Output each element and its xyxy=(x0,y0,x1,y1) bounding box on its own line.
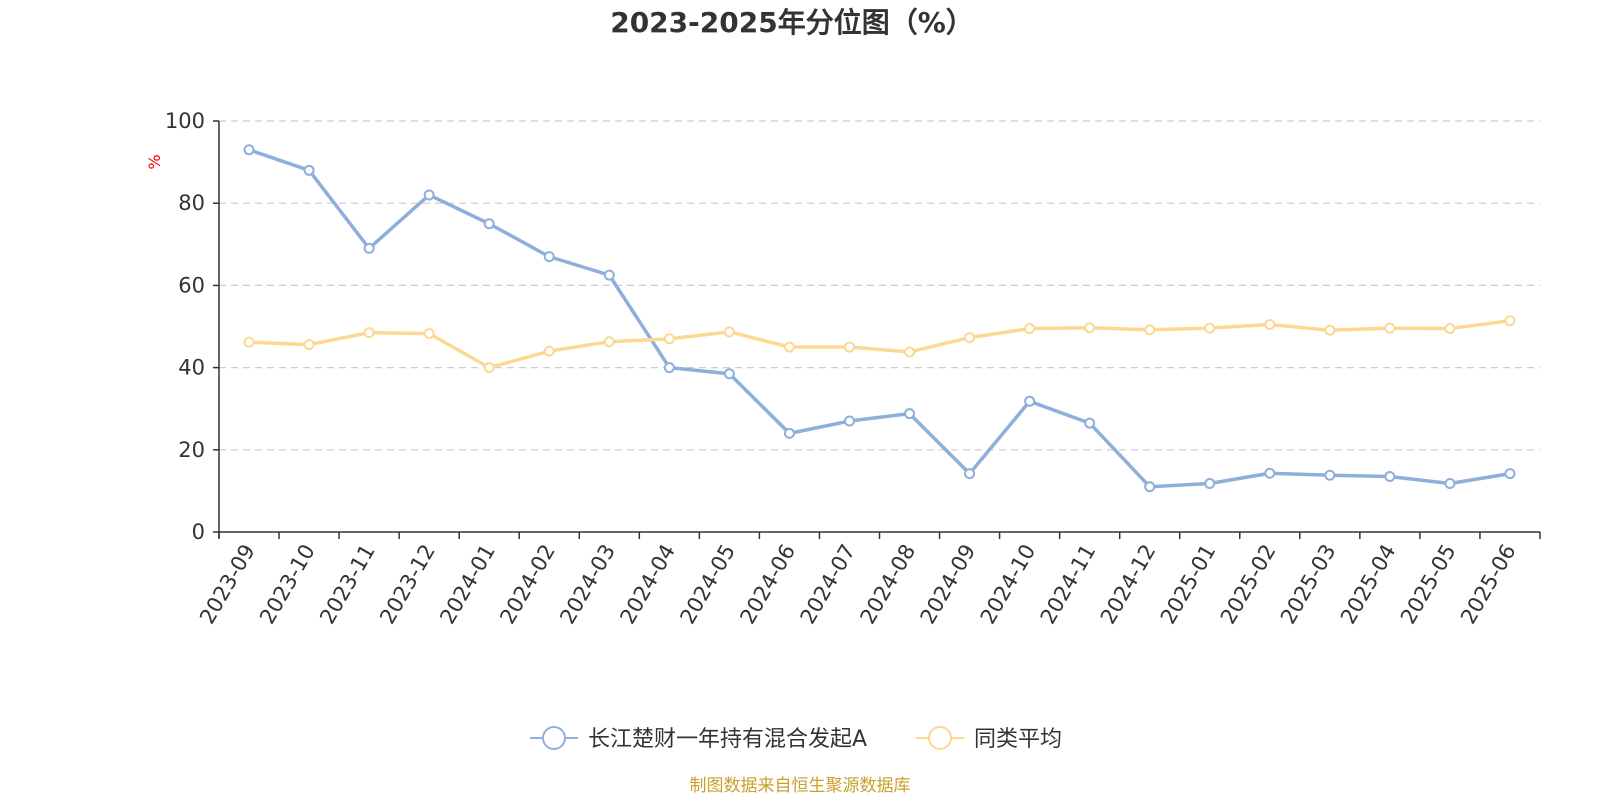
x-tick-label: 2025-05 xyxy=(1396,540,1461,628)
data-point-b xyxy=(363,327,375,339)
data-point-b xyxy=(1024,323,1036,335)
x-tick-label: 2025-06 xyxy=(1456,540,1521,628)
x-tick-label: 2023-11 xyxy=(315,540,380,628)
x-tick-label: 2024-01 xyxy=(435,540,500,628)
data-source-note: 制图数据来自恒生聚源数据库 xyxy=(690,776,911,796)
data-point-b xyxy=(543,345,555,357)
chart-title: 2023-2025年分位图（%） xyxy=(610,6,974,39)
data-point-a xyxy=(663,362,675,374)
x-tick-label: 2025-04 xyxy=(1336,540,1401,628)
y-tick-label: 20 xyxy=(178,438,205,462)
data-point-a xyxy=(1264,467,1276,479)
data-point-b xyxy=(783,341,795,353)
data-point-b xyxy=(663,333,675,345)
data-point-a xyxy=(783,427,795,439)
x-tick-label: 2024-02 xyxy=(495,540,560,628)
legend-swatch-marker xyxy=(542,726,566,750)
data-point-a xyxy=(843,415,855,427)
y-tick-label: 100 xyxy=(165,109,205,133)
data-point-a xyxy=(483,218,495,230)
data-point-b xyxy=(303,339,315,351)
data-point-b xyxy=(243,336,255,348)
x-tick-label: 2025-02 xyxy=(1216,540,1281,628)
data-point-a xyxy=(363,242,375,254)
data-point-a xyxy=(1444,478,1456,490)
data-point-b xyxy=(483,362,495,374)
x-tick-label: 2024-08 xyxy=(856,540,921,628)
data-point-a xyxy=(1384,471,1396,483)
x-tick-label: 2024-10 xyxy=(976,540,1041,628)
data-point-b xyxy=(964,332,976,344)
data-point-b xyxy=(843,341,855,353)
y-tick-label: 60 xyxy=(178,273,205,297)
data-point-b xyxy=(1144,324,1156,336)
x-tick-label: 2024-11 xyxy=(1036,540,1101,628)
x-tick-label: 2023-12 xyxy=(375,540,440,628)
legend-swatch-marker xyxy=(928,726,952,750)
legend-label-series-b: 同类平均 xyxy=(974,727,1062,752)
data-point-a xyxy=(303,164,315,176)
data-point-b xyxy=(1084,322,1096,334)
x-tick-label: 2024-09 xyxy=(916,540,981,628)
legend-label-series-a: 长江楚财一年持有混合发起A xyxy=(588,727,867,752)
data-point-a xyxy=(1024,395,1036,407)
data-point-a xyxy=(423,189,435,201)
data-point-a xyxy=(1084,417,1096,429)
legend-item-series-b[interactable]: 同类平均 xyxy=(916,726,1062,752)
data-point-a xyxy=(243,144,255,156)
axes: 0 20 40 60 80 100 2023-092023-102023-112023-12… xyxy=(165,109,1541,628)
legend: 长江楚财一年持有混合发起A 同类平均 xyxy=(530,726,1062,752)
data-point-a xyxy=(1324,469,1336,481)
data-point-b xyxy=(904,346,916,358)
grid-lines xyxy=(219,120,1540,451)
data-point-a xyxy=(964,468,976,480)
data-point-b xyxy=(1384,322,1396,334)
y-tick-label: 0 xyxy=(192,520,205,544)
data-point-a xyxy=(603,269,615,281)
series-line-b xyxy=(248,319,1511,370)
series-line-a xyxy=(248,148,1511,489)
x-tick-label: 2023-10 xyxy=(255,540,320,628)
legend-item-series-a[interactable]: 长江楚财一年持有混合发起A xyxy=(530,726,867,752)
data-point-a xyxy=(1204,478,1216,490)
data-point-a xyxy=(543,251,555,263)
y-axis-unit-label: % xyxy=(145,154,164,169)
x-tick-label: 2024-03 xyxy=(555,540,620,628)
data-point-a xyxy=(1144,481,1156,493)
data-point-b xyxy=(603,336,615,348)
data-point-b xyxy=(1264,318,1276,330)
x-tick-label: 2024-05 xyxy=(675,540,740,628)
y-tick-label: 80 xyxy=(178,191,205,215)
x-tick-label: 2023-09 xyxy=(195,540,260,628)
x-tick-label: 2024-07 xyxy=(796,540,861,628)
data-point-b xyxy=(1444,323,1456,335)
data-point-b xyxy=(423,327,435,339)
x-tick-label: 2025-03 xyxy=(1276,540,1341,628)
data-point-a xyxy=(1504,468,1516,480)
data-point-a xyxy=(904,408,916,420)
y-tick-label: 40 xyxy=(178,356,205,380)
data-point-a xyxy=(723,368,735,380)
x-tick-label: 2024-06 xyxy=(735,540,800,628)
series-layer xyxy=(243,144,1516,493)
data-point-b xyxy=(1204,322,1216,334)
x-tick-label: 2024-12 xyxy=(1096,540,1161,628)
data-point-b xyxy=(1324,324,1336,336)
x-tick-label: 2024-04 xyxy=(615,540,680,628)
data-point-b xyxy=(723,326,735,338)
data-point-b xyxy=(1504,315,1516,327)
x-tick-label: 2025-01 xyxy=(1156,540,1221,628)
